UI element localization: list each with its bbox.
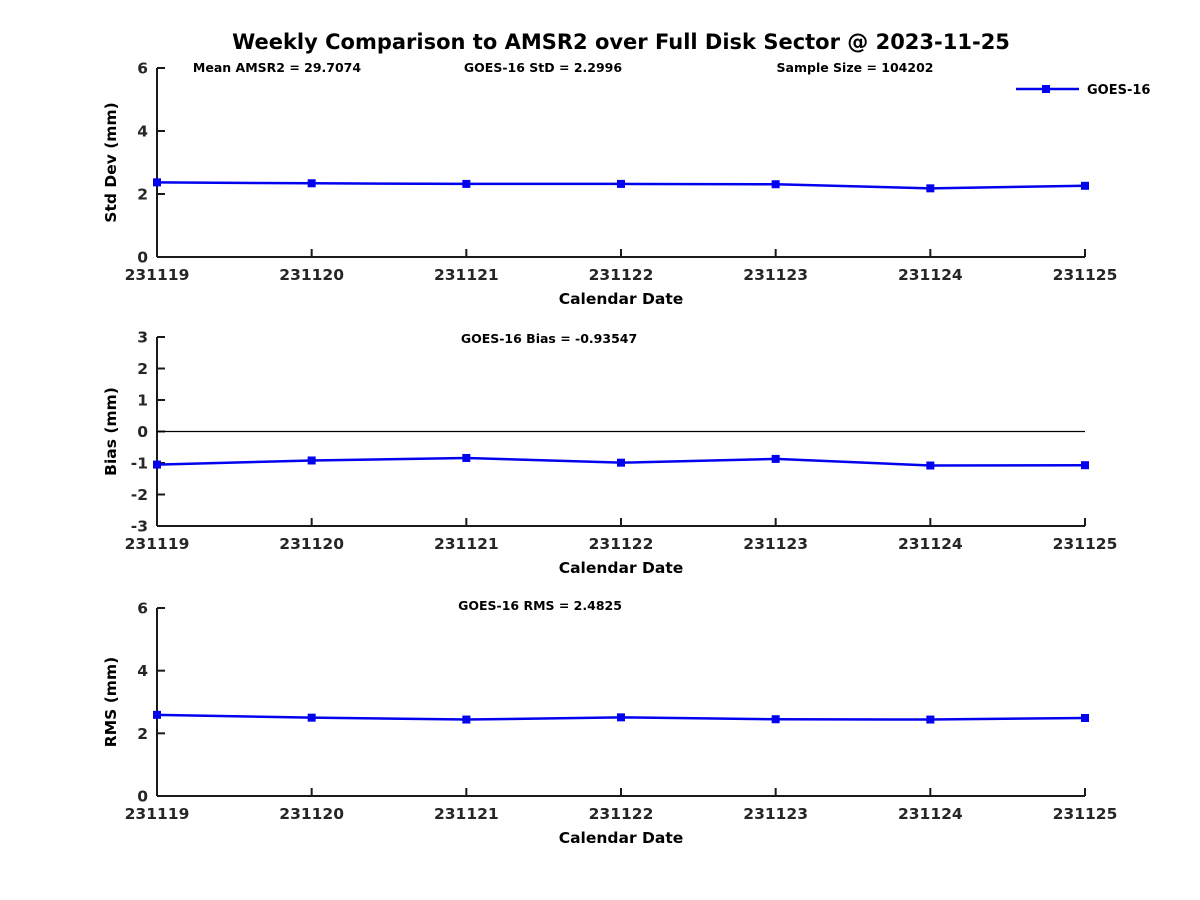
data-point-marker [307,713,316,722]
y-axis-label: RMS (mm) [102,657,120,747]
data-point-marker [926,184,935,193]
data-point-marker [771,180,780,189]
rms-chart: 0 2 4 6 231119 231120 231121 231122 231123 231124… [0,598,1200,850]
annotation: GOES-16 Bias = -0.93547 [461,331,637,346]
x-tick-label: 231119 [125,535,190,553]
x-tick-label: 231124 [898,535,963,553]
data-point-marker [307,179,316,188]
y-tick-label: 1 [137,392,148,410]
x-tick-label: 231123 [743,535,808,553]
x-tick-label: 231122 [589,805,654,823]
x-axis-label: Calendar Date [559,829,684,847]
y-tick-label: 2 [137,360,148,378]
x-tick-label: 231119 [125,805,190,823]
data-point-marker [617,713,625,722]
data-point-marker [153,710,161,719]
x-tick-label: 231122 [589,535,654,553]
y-axis-label: Bias (mm) [102,387,120,476]
x-tick-label: 231120 [279,805,344,823]
bias-chart: -3 -2 -1 0 1 2 3 231119 231120 231121 231122 231123… [0,327,1200,579]
y-tick-label: 2 [137,725,148,743]
series-markers [153,178,1089,193]
annotation: GOES-16 StD = 2.2996 [464,60,622,75]
data-point-marker [307,456,316,465]
y-axis-label: Std Dev (mm) [102,102,120,222]
bias-plot: -3 -2 -1 0 1 2 3 231119 231120 231121 231122 231123… [102,329,1118,578]
axes: -3 -2 -1 0 1 2 3 231119 231120 231121 231122 231123… [125,329,1118,554]
x-axis-label: Calendar Date [559,559,684,577]
y-tick-label: -2 [131,486,148,504]
x-tick-label: 231125 [1053,266,1118,284]
data-point-marker [771,454,780,463]
y-tick-label: 0 [137,249,148,267]
data-point-marker [1081,181,1089,190]
annotation: GOES-16 RMS = 2.4825 [458,598,622,613]
x-tick-label: 231123 [743,266,808,284]
series-markers [153,453,1089,470]
x-tick-label: 231124 [898,266,963,284]
annotation: Sample Size = 104202 [777,60,934,75]
legend-label: GOES-16 [1087,83,1150,98]
axes: 0 2 4 6 231119 231120 231121 231122 231123 231124… [125,60,1118,285]
x-tick-label: 231119 [125,266,190,284]
data-point-marker [462,179,471,188]
data-point-marker [462,453,471,462]
x-tick-label: 231121 [434,266,499,284]
y-tick-label: 6 [137,600,148,618]
stddev-chart: 0 2 4 6 231119 231120 231121 231122 231123 231124… [0,58,1200,310]
y-tick-label: 4 [137,123,148,141]
data-point-marker [1081,713,1089,722]
x-tick-label: 231120 [279,535,344,553]
y-tick-label: 0 [137,788,148,806]
legend: GOES-16 [1016,83,1150,98]
rms-plot: 0 2 4 6 231119 231120 231121 231122 231123 231124… [102,598,1118,847]
x-tick-label: 231120 [279,266,344,284]
data-point-marker [926,461,935,470]
data-point-marker [617,458,625,467]
y-tick-label: 4 [137,662,148,680]
axes: 0 2 4 6 231119 231120 231121 231122 231123 231124… [125,600,1118,824]
legend-marker [1042,85,1050,93]
figure-title: Weekly Comparison to AMSR2 over Full Dis… [232,30,1010,54]
x-tick-label: 231125 [1053,535,1118,553]
x-tick-label: 231121 [434,805,499,823]
data-point-marker [1081,461,1089,470]
data-point-marker [771,715,780,724]
y-tick-label: 0 [137,423,148,441]
x-tick-label: 231125 [1053,805,1118,823]
std-dev-plot: 0 2 4 6 231119 231120 231121 231122 231123 231124… [102,60,1150,309]
data-point-marker [153,178,161,187]
x-tick-label: 231124 [898,805,963,823]
x-tick-label: 231121 [434,535,499,553]
y-tick-label: -1 [131,455,148,473]
y-tick-label: 2 [137,186,148,204]
data-point-marker [462,715,471,724]
y-tick-label: -3 [131,518,148,536]
x-tick-label: 231122 [589,266,654,284]
x-axis-label: Calendar Date [559,290,684,308]
y-tick-label: 3 [137,329,148,347]
data-point-marker [617,179,625,188]
annotation: Mean AMSR2 = 29.7074 [193,60,361,75]
data-point-marker [926,715,935,724]
y-tick-label: 6 [137,60,148,78]
data-point-marker [153,460,161,469]
x-tick-label: 231123 [743,805,808,823]
series-markers [153,710,1089,724]
